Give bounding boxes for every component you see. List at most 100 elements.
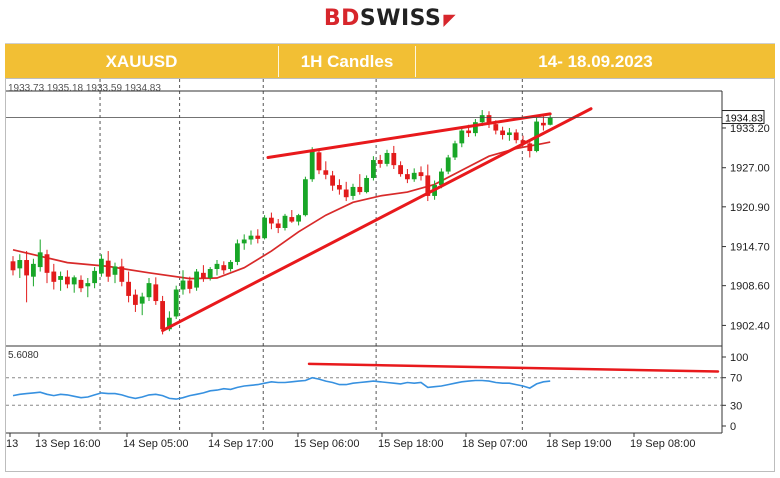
candle bbox=[507, 127, 512, 141]
candle bbox=[269, 212, 274, 230]
candle-body bbox=[126, 281, 131, 296]
candle-body bbox=[180, 280, 186, 290]
candle bbox=[371, 156, 376, 181]
candle bbox=[139, 292, 145, 316]
candle-body bbox=[146, 283, 152, 298]
candle-body bbox=[262, 217, 267, 239]
candle-body bbox=[391, 152, 397, 166]
candle-body bbox=[92, 270, 97, 284]
candle-body bbox=[411, 172, 417, 180]
price-tick-label: 1920.90 bbox=[730, 202, 770, 214]
candle-body bbox=[527, 143, 533, 152]
candle-body bbox=[289, 217, 295, 222]
candle-body bbox=[173, 289, 179, 317]
candle-body bbox=[99, 258, 104, 274]
candle bbox=[31, 258, 36, 287]
logo-mark-icon: ◤ bbox=[443, 10, 457, 29]
candle-body bbox=[513, 132, 519, 141]
candle bbox=[221, 261, 227, 275]
candle-body bbox=[493, 124, 499, 131]
candle-body bbox=[228, 261, 233, 269]
candle-body bbox=[398, 165, 403, 175]
candle-body bbox=[337, 185, 342, 190]
moving-average-line bbox=[12, 141, 551, 280]
candle bbox=[241, 234, 247, 250]
candle-body bbox=[405, 174, 410, 180]
candle bbox=[303, 176, 308, 217]
candle-body bbox=[105, 260, 111, 277]
rsi-tick-label: 100 bbox=[730, 352, 748, 364]
candle-body bbox=[24, 260, 29, 276]
candle-body bbox=[500, 130, 505, 136]
candle-body bbox=[439, 171, 444, 186]
candle-body bbox=[214, 263, 220, 269]
candle bbox=[65, 270, 70, 289]
candle bbox=[323, 161, 329, 180]
candle-body bbox=[153, 284, 159, 302]
price-tick-label: 1902.40 bbox=[730, 320, 770, 332]
header-divider bbox=[415, 46, 416, 77]
candle bbox=[364, 175, 369, 194]
candle bbox=[337, 179, 342, 195]
candle-body bbox=[350, 186, 356, 196]
candle bbox=[44, 249, 50, 284]
candle-body bbox=[479, 115, 485, 123]
candle bbox=[343, 181, 349, 202]
candle bbox=[71, 275, 77, 293]
candle-body bbox=[58, 276, 63, 280]
candle-body bbox=[44, 254, 50, 273]
candle-body bbox=[269, 217, 274, 224]
time-tick-label: 14 Sep 17:00 bbox=[208, 438, 273, 450]
current-price-tag: 1934.83 bbox=[725, 113, 763, 125]
candle bbox=[316, 149, 322, 175]
candle-body bbox=[316, 152, 322, 171]
logo-bd: BD bbox=[323, 6, 360, 31]
candle-body bbox=[133, 294, 138, 305]
candle-body bbox=[85, 283, 91, 287]
candle-body bbox=[241, 239, 247, 244]
candle-body bbox=[17, 260, 23, 269]
candle-body bbox=[418, 172, 424, 177]
candle-body bbox=[296, 215, 301, 222]
price-tick-label: 1908.60 bbox=[730, 281, 770, 293]
candle bbox=[357, 174, 363, 195]
candle bbox=[126, 271, 131, 303]
candle-body bbox=[207, 269, 213, 278]
candle bbox=[391, 145, 397, 169]
current-price-tag-box bbox=[721, 110, 765, 125]
chart-header-bar: XAUUSD 1H Candles 14- 18.09.2023 bbox=[5, 43, 775, 78]
candle bbox=[180, 270, 186, 295]
candle-body bbox=[51, 271, 57, 282]
candle bbox=[262, 215, 267, 240]
candle bbox=[445, 154, 451, 175]
candle bbox=[296, 213, 301, 226]
candle bbox=[500, 126, 505, 140]
candle bbox=[398, 161, 403, 177]
candle bbox=[527, 139, 533, 158]
candle bbox=[99, 254, 104, 277]
candle bbox=[10, 256, 16, 276]
candle-body bbox=[330, 175, 335, 186]
rsi-tick-label: 70 bbox=[730, 373, 742, 385]
candle-body bbox=[167, 317, 172, 330]
candle bbox=[289, 210, 295, 223]
bdswiss-logo: BDSWISS ◤ bbox=[0, 6, 780, 36]
rsi-trendline bbox=[307, 362, 720, 373]
candle-body bbox=[10, 261, 16, 271]
candle bbox=[309, 147, 315, 182]
candle bbox=[255, 229, 261, 244]
price-tick-label: 1927.00 bbox=[730, 163, 770, 175]
symbol-label: XAUUSD bbox=[105, 52, 178, 71]
candle bbox=[275, 219, 281, 234]
candle bbox=[282, 213, 288, 231]
candle-body bbox=[160, 301, 165, 330]
candle-body bbox=[139, 296, 145, 304]
candle bbox=[119, 258, 125, 287]
candle-body bbox=[473, 122, 478, 134]
candle-body bbox=[507, 132, 512, 136]
candle bbox=[92, 267, 97, 289]
candle-body bbox=[343, 189, 349, 198]
candle bbox=[473, 119, 478, 137]
candle bbox=[51, 263, 57, 290]
candle bbox=[541, 116, 546, 131]
